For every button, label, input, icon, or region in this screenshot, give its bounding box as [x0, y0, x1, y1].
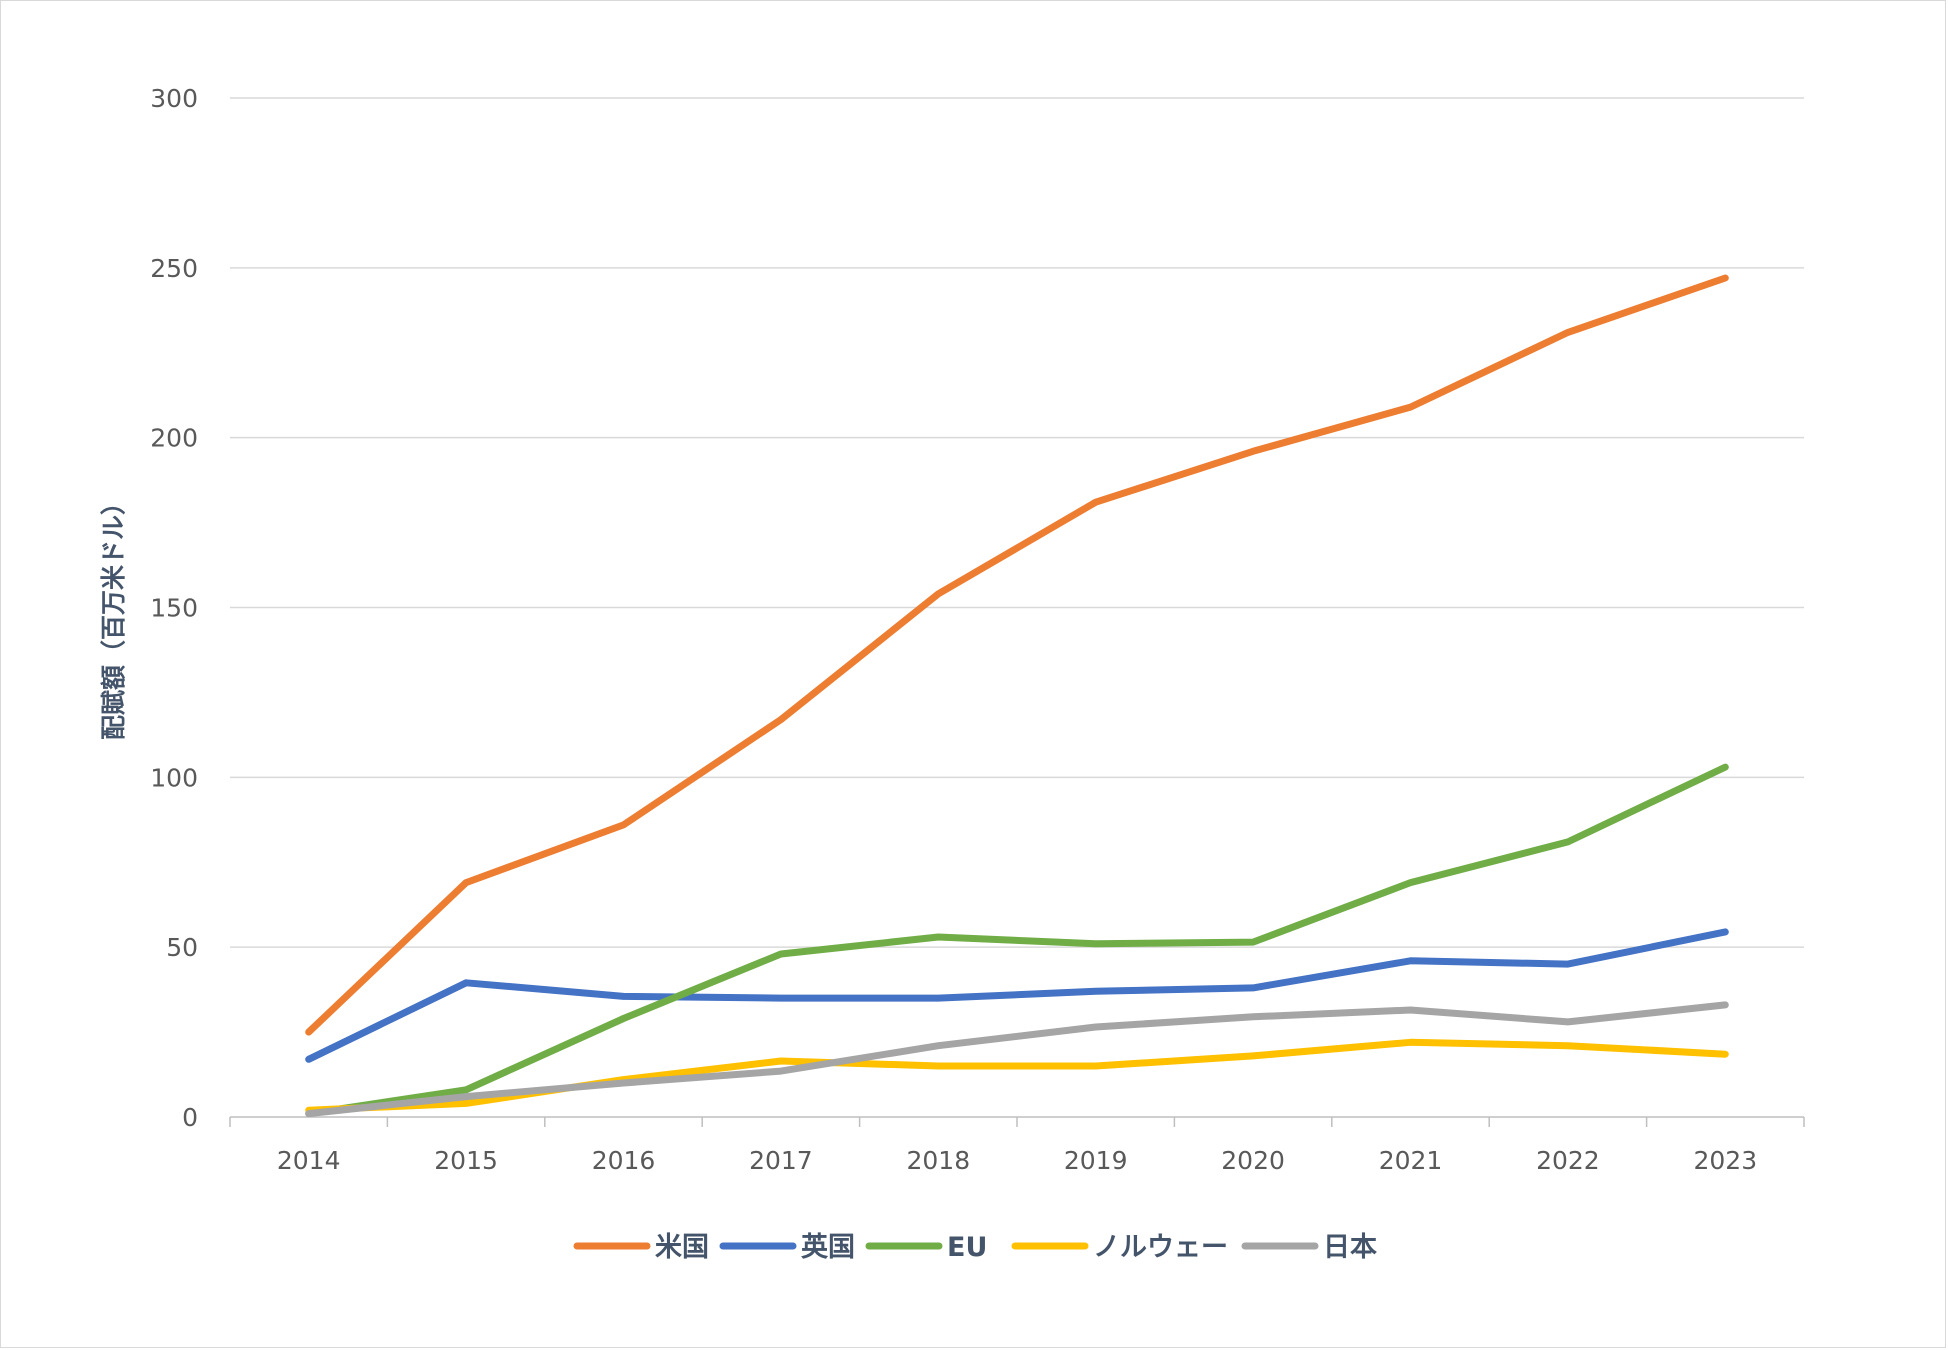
- series-line-EU: [305, 763, 1729, 1118]
- series-line-英国: [305, 928, 1729, 1063]
- legend-label: 日本: [1323, 1232, 1377, 1263]
- y-tick-label: 250: [150, 254, 198, 283]
- legend-label: ノルウェー: [1093, 1232, 1228, 1263]
- y-axis-label: 配賦額（百万米ドル）: [99, 490, 128, 740]
- y-tick-label: 50: [166, 933, 198, 962]
- x-tick-label: 2019: [1064, 1146, 1128, 1175]
- y-tick-label: 150: [150, 594, 198, 623]
- x-tick-label: 2021: [1379, 1146, 1443, 1175]
- y-tick-label: 300: [150, 84, 198, 113]
- x-tick-label: 2017: [749, 1146, 813, 1175]
- x-tick-label: 2022: [1536, 1146, 1600, 1175]
- legend-label: 英国: [801, 1232, 855, 1263]
- x-tick-label: 2023: [1693, 1146, 1757, 1175]
- x-tick-label: 2016: [592, 1146, 656, 1175]
- x-tick-label: 2018: [906, 1146, 970, 1175]
- series-line-米国: [305, 274, 1729, 1036]
- y-tick-label: 100: [150, 763, 198, 792]
- x-tick-label: 2020: [1221, 1146, 1285, 1175]
- x-tick-label: 2014: [277, 1146, 341, 1175]
- x-tick-label: 2015: [434, 1146, 498, 1175]
- series-line-日本: [305, 1001, 1729, 1118]
- y-tick-label: 200: [150, 424, 198, 453]
- y-tick-label: 0: [182, 1103, 198, 1132]
- legend-label: EU: [947, 1232, 987, 1263]
- legend-label: 米国: [655, 1232, 709, 1263]
- series-line-ノルウェー: [305, 1038, 1729, 1114]
